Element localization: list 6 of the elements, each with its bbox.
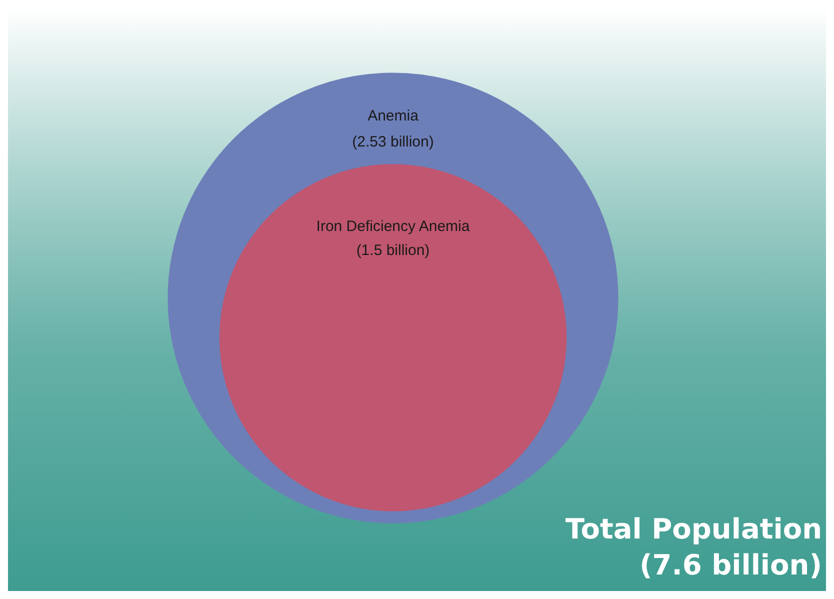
category-label: Anemia (368, 108, 420, 125)
category-label: Iron Deficiency Anemia (316, 218, 470, 236)
data-label: (7.6 billion) (639, 548, 822, 582)
data-label: (2.53 billion) (352, 134, 434, 151)
category-label: Total Population (565, 512, 822, 546)
data-label: (1.5 billion) (356, 242, 430, 260)
